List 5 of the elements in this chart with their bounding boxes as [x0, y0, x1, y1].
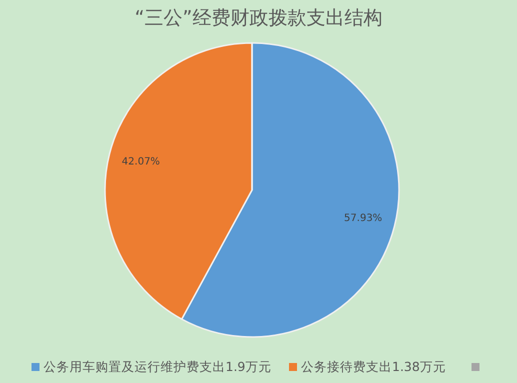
chart-title: “三公”经费财政拨款支出结构: [134, 7, 382, 29]
data-label: 57.93%: [344, 213, 382, 224]
legend-label: 公务接待费支出1.38万元: [301, 359, 446, 374]
data-label: 42.07%: [122, 156, 160, 168]
legend-label: 公务用车购置及运行维护费支出1.9万元: [44, 359, 272, 374]
